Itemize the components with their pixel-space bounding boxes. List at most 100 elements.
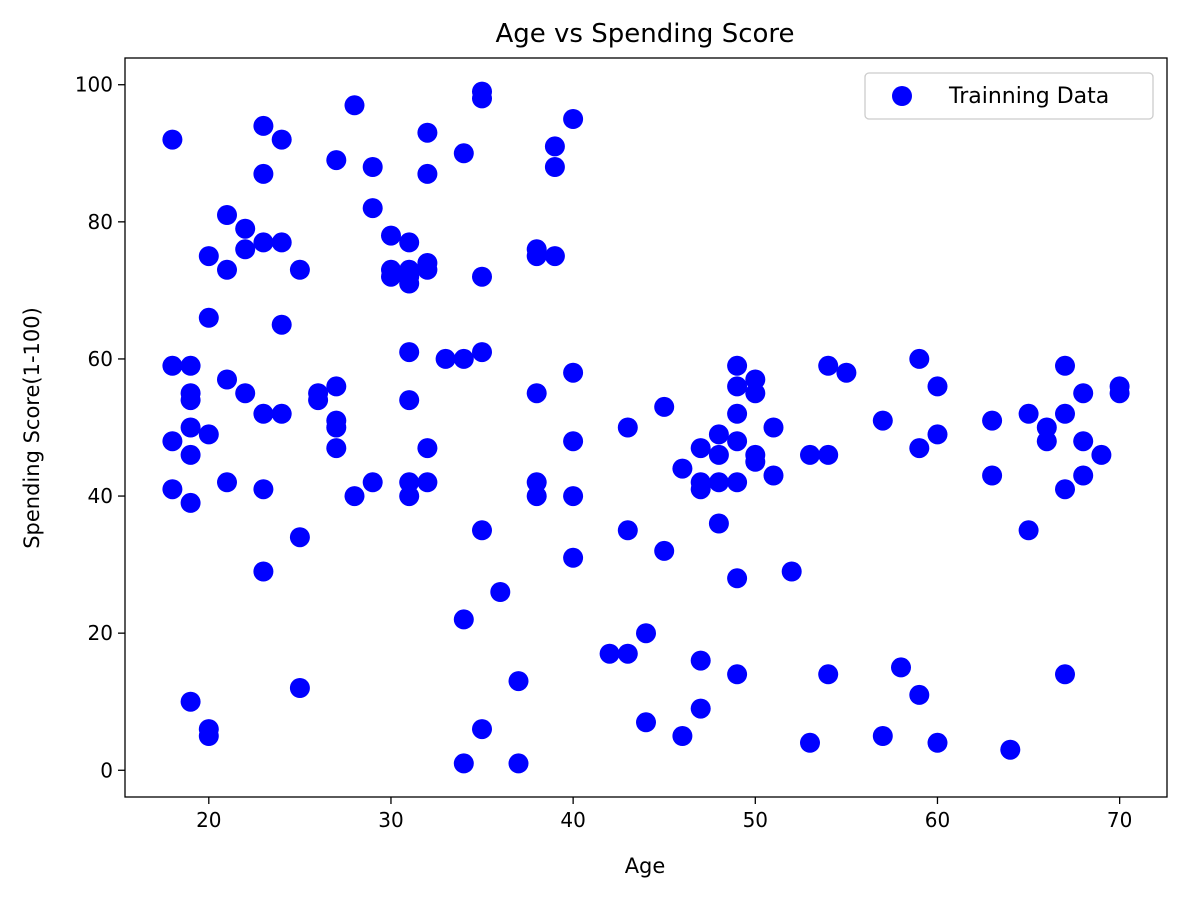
- data-point: [544, 246, 565, 267]
- x-tick-label: 70: [1107, 808, 1132, 832]
- data-point: [180, 417, 201, 438]
- data-point: [344, 486, 365, 507]
- data-point: [563, 362, 584, 383]
- data-point: [308, 390, 329, 411]
- data-point: [617, 520, 638, 541]
- data-point: [1091, 444, 1112, 465]
- y-tick-label: 60: [88, 347, 113, 371]
- data-point: [690, 698, 711, 719]
- data-point: [654, 540, 675, 561]
- data-point: [453, 143, 474, 164]
- legend-label: Trainning Data: [948, 84, 1109, 109]
- data-point: [162, 355, 183, 376]
- data-point: [381, 266, 401, 287]
- data-point: [745, 383, 766, 404]
- data-point: [362, 472, 383, 493]
- data-point: [472, 266, 492, 287]
- data-point: [453, 753, 474, 774]
- data-point: [198, 424, 219, 445]
- data-point: [490, 582, 511, 602]
- data-point: [435, 348, 456, 369]
- data-point: [253, 163, 274, 184]
- data-point: [271, 232, 292, 253]
- data-point: [344, 95, 365, 116]
- data-point: [745, 369, 766, 390]
- data-point: [508, 753, 529, 774]
- data-point: [180, 492, 201, 513]
- data-point: [472, 719, 492, 740]
- data-point: [727, 403, 748, 424]
- y-tick-label: 80: [88, 210, 113, 234]
- data-point: [636, 623, 656, 644]
- data-point: [544, 136, 565, 157]
- data-point: [927, 424, 948, 445]
- data-point: [271, 314, 292, 335]
- data-point: [982, 465, 1003, 486]
- y-axis-ticks: 0 20 40 60 80 100: [75, 73, 125, 782]
- data-point: [326, 376, 347, 397]
- chart-title: Age vs Spending Score: [495, 19, 794, 49]
- data-point: [909, 684, 930, 705]
- data-point: [727, 355, 748, 376]
- data-point: [563, 547, 584, 568]
- data-point: [763, 417, 784, 438]
- data-point: [180, 444, 201, 465]
- x-tick-label: 40: [560, 808, 585, 832]
- data-point: [198, 246, 219, 267]
- data-point: [417, 163, 438, 184]
- data-point: [217, 205, 237, 225]
- data-point: [727, 431, 748, 452]
- legend: Trainning Data: [864, 72, 1154, 120]
- data-point: [563, 431, 584, 452]
- data-point: [708, 513, 729, 534]
- data-point: [399, 472, 420, 493]
- data-point: [362, 157, 383, 177]
- data-point: [162, 129, 183, 150]
- data-point: [253, 115, 274, 136]
- data-point: [399, 486, 420, 507]
- data-point: [217, 259, 237, 280]
- data-point: [162, 479, 183, 500]
- data-point: [198, 726, 219, 746]
- data-point: [727, 568, 748, 589]
- data-point: [982, 410, 1003, 431]
- legend-box: [864, 72, 1154, 120]
- data-point: [526, 383, 547, 404]
- data-point: [417, 472, 438, 493]
- data-point: [1055, 479, 1075, 500]
- data-point: [271, 403, 292, 424]
- data-point: [271, 129, 292, 150]
- data-point: [235, 218, 256, 239]
- x-tick-label: 50: [743, 808, 768, 832]
- y-tick-label: 100: [75, 73, 113, 97]
- data-point: [217, 472, 237, 493]
- data-point: [417, 259, 438, 280]
- data-point: [1109, 383, 1130, 404]
- data-point: [617, 417, 638, 438]
- data-point: [1036, 417, 1057, 438]
- y-tick-label: 0: [100, 758, 113, 782]
- data-point: [708, 444, 729, 465]
- data-point: [909, 438, 930, 459]
- data-point: [1055, 403, 1075, 424]
- data-point: [544, 157, 565, 177]
- x-axis-ticks: 20 30 40 50 60 70: [196, 797, 1132, 832]
- data-point: [399, 273, 420, 294]
- x-tick-label: 30: [378, 808, 403, 832]
- data-point: [526, 486, 547, 507]
- data-point: [654, 396, 675, 417]
- data-point: [672, 458, 693, 479]
- data-point: [1073, 465, 1094, 486]
- x-tick-label: 60: [925, 808, 950, 832]
- data-point: [690, 438, 711, 459]
- data-point: [927, 732, 948, 753]
- data-point: [253, 479, 274, 500]
- data-point: [872, 410, 893, 431]
- data-point: [453, 348, 474, 369]
- data-point: [417, 438, 438, 459]
- data-point: [472, 342, 492, 363]
- y-tick-label: 20: [88, 621, 113, 645]
- data-point: [727, 376, 748, 397]
- data-point: [235, 383, 256, 404]
